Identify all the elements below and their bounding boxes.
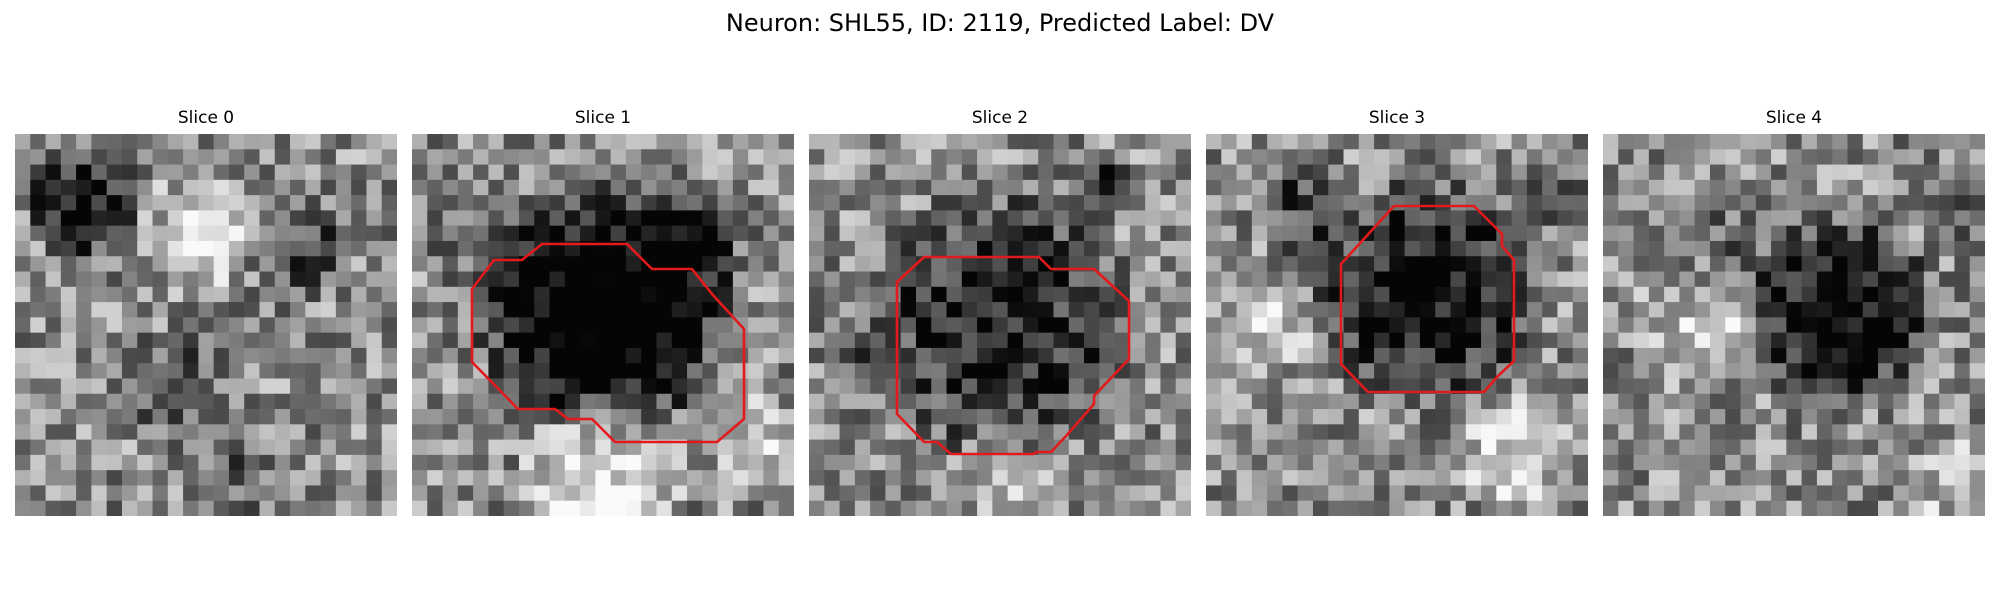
slice-panel-4: Slice 4	[1603, 106, 1985, 516]
figure-title: Neuron: SHL55, ID: 2119, Predicted Label…	[725, 9, 1275, 37]
slice-panel-0: Slice 0	[15, 106, 397, 516]
slice-panel-1: Slice 1	[412, 106, 794, 516]
slice-image-2	[809, 134, 1191, 516]
slice-panel-3: Slice 3	[1206, 106, 1588, 516]
roi-contour	[470, 242, 746, 444]
slice-image-4	[1603, 134, 1985, 516]
slice-image-1	[412, 134, 794, 516]
slice-title: Slice 2	[971, 108, 1029, 128]
slice-image-0	[15, 134, 397, 516]
slice-panel-2: Slice 2	[809, 106, 1191, 516]
slice-title: Slice 4	[1765, 108, 1823, 128]
slice-title: Slice 3	[1368, 108, 1426, 128]
slice-image-3	[1206, 134, 1588, 516]
roi-contour	[895, 255, 1131, 456]
slice-title: Slice 1	[574, 108, 632, 128]
roi-contour	[1339, 204, 1516, 394]
slice-title: Slice 0	[177, 108, 235, 128]
